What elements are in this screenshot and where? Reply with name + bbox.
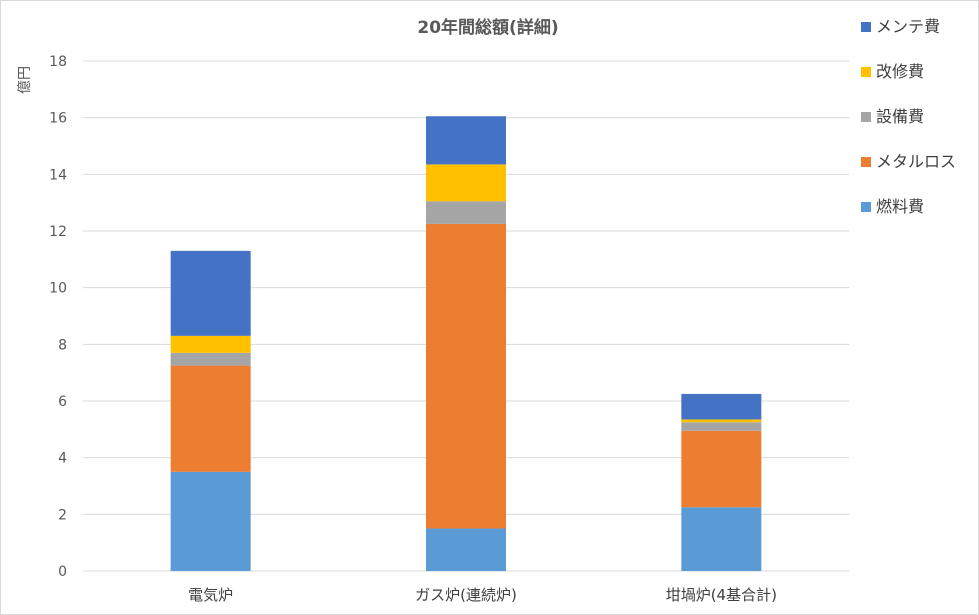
bar-segment-0-1 <box>170 365 251 472</box>
y-tick-label-1: 2 <box>58 507 67 523</box>
y-tick-label-0: 0 <box>58 564 67 580</box>
y-tick-label-7: 14 <box>49 167 67 183</box>
bar-segment-1-4 <box>426 116 506 165</box>
bar-segment-1-2 <box>426 201 506 224</box>
y-tick-label-3: 6 <box>58 394 67 410</box>
bar-segment-2-0 <box>681 507 762 571</box>
bar-segment-0-4 <box>170 250 251 336</box>
legend-swatch-1 <box>861 67 871 77</box>
y-axis-ticks: 0 2 4 6 8 10 12 14 16 18 <box>49 54 67 580</box>
bar-segment-1-3 <box>426 164 506 202</box>
bar-segment-2-1 <box>681 430 762 508</box>
legend-swatch-3 <box>861 157 871 167</box>
x-category-label-1: ガス炉(連続炉) <box>415 586 517 604</box>
y-tick-label-6: 12 <box>49 224 67 240</box>
bar-segment-0-3 <box>170 335 251 353</box>
x-category-label-2: 坩堝炉(4基合計) <box>666 586 777 604</box>
bar-segment-0-0 <box>170 471 251 571</box>
bar-segment-2-3 <box>681 419 762 423</box>
bar-segment-1-0 <box>426 528 506 571</box>
legend-label-1: 改修費 <box>876 62 924 81</box>
x-axis-categories: 電気炉 ガス炉(連続炉) 坩堝炉(4基合計) <box>188 586 777 604</box>
legend-label-0: メンテ費 <box>876 17 940 36</box>
legend-label-4: 燃料費 <box>876 197 924 216</box>
legend-swatch-0 <box>861 22 871 32</box>
legend-swatch-2 <box>861 112 871 122</box>
legend-label-3: メタルロス <box>876 152 956 171</box>
bar-segment-1-1 <box>426 223 506 529</box>
bars <box>170 116 762 571</box>
y-axis-title: 億円 <box>17 66 33 94</box>
y-tick-label-5: 10 <box>49 281 67 297</box>
y-tick-label-8: 16 <box>49 111 67 127</box>
y-tick-label-4: 8 <box>58 337 67 353</box>
legend-label-2: 設備費 <box>876 107 924 126</box>
bar-segment-2-2 <box>681 422 762 431</box>
chart-title: 20年間総額(詳細) <box>417 17 558 38</box>
x-category-label-0: 電気炉 <box>188 586 233 604</box>
legend-swatch-4 <box>861 202 871 212</box>
y-tick-label-2: 4 <box>58 451 67 467</box>
bar-segment-0-2 <box>170 352 251 366</box>
bar-segment-2-4 <box>681 393 762 420</box>
y-tick-label-9: 18 <box>49 54 67 70</box>
